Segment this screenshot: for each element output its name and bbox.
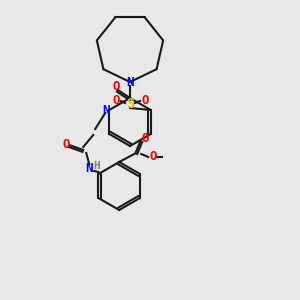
Text: O: O	[142, 133, 149, 146]
Text: O: O	[62, 137, 70, 151]
Text: O: O	[112, 80, 120, 94]
Text: O: O	[149, 151, 157, 164]
Text: N: N	[126, 76, 134, 88]
Text: O: O	[141, 94, 149, 107]
Text: S: S	[126, 97, 134, 111]
Text: H: H	[93, 161, 100, 171]
Text: O: O	[112, 94, 120, 107]
Text: N: N	[103, 103, 110, 116]
Text: N: N	[85, 161, 93, 175]
